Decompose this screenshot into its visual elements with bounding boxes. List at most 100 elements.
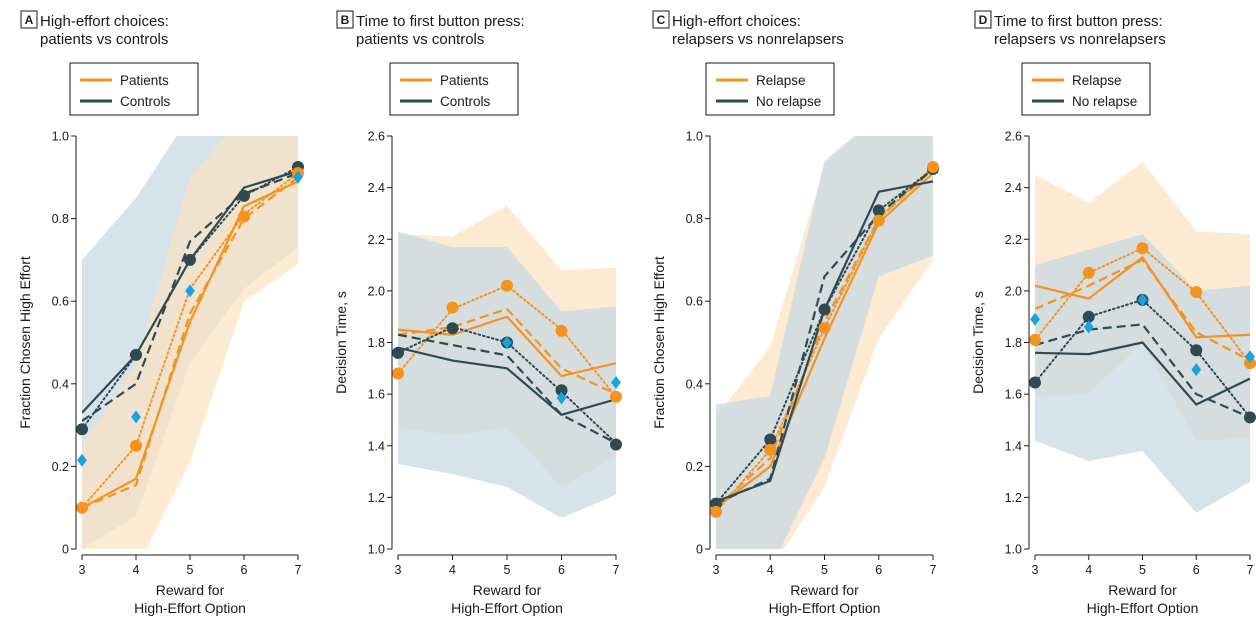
data-point-diamond (1191, 363, 1202, 377)
series-line-dark-dotted (82, 165, 298, 431)
y-tick-label: 1.4 (368, 439, 385, 453)
plot-area (716, 136, 933, 549)
data-point (76, 501, 88, 514)
panel-letter-box (652, 10, 670, 29)
x-tick-label: 4 (133, 563, 140, 577)
data-point (555, 324, 568, 337)
series-line-dark-dashed (398, 333, 616, 445)
data-point (1029, 333, 1041, 346)
plot-area (82, 136, 298, 549)
legend-label: Controls (440, 94, 491, 109)
data-point (76, 423, 88, 436)
data-point (764, 443, 777, 456)
data-point (238, 189, 250, 202)
y-tick-label: 1.4 (1005, 439, 1022, 453)
y-tick-label: 0.8 (686, 212, 703, 226)
x-tick-label: 7 (613, 563, 620, 577)
panel-a: A High-effort choices:patients vs control… (17, 10, 304, 616)
data-point (1190, 344, 1203, 357)
y-tick-label: 0.2 (52, 460, 69, 474)
x-axis-label: High-Effort Option (1087, 600, 1199, 616)
x-tick-label: 3 (395, 563, 402, 577)
y-tick-label: 1.2 (1005, 491, 1022, 505)
panel-letter: C (657, 13, 666, 27)
confidence-band (1035, 234, 1250, 513)
data-point-diamond (131, 410, 141, 424)
x-tick-label: 6 (1193, 563, 1200, 577)
panel-letter: A (25, 13, 34, 27)
y-tick-label: 2.2 (1005, 233, 1022, 247)
x-axis-label: Reward for (1108, 582, 1177, 598)
panel-letter: B (341, 13, 350, 27)
data-point (1190, 286, 1203, 299)
data-point (927, 160, 939, 173)
confidence-band (716, 136, 933, 549)
x-tick-label: 5 (187, 563, 194, 577)
series-line-orange-dashed (716, 168, 933, 509)
data-point (818, 303, 831, 316)
y-axis-label: Decision Time, s (970, 291, 986, 394)
series-line-orange-solid (398, 315, 616, 378)
panel-letter: D (979, 13, 988, 27)
data-point-diamond (293, 170, 303, 184)
data-point (392, 346, 404, 359)
series-line-orange-solid (1035, 256, 1250, 339)
series-line-orange-dashed (1035, 258, 1250, 362)
x-axis-label: Reward for (473, 582, 542, 598)
y-axis-label: Decision Time, s (333, 291, 349, 394)
data-point-diamond (1137, 293, 1148, 307)
x-tick-label: 4 (449, 563, 456, 577)
y-tick-label: 2.6 (368, 130, 385, 144)
data-point-diamond (502, 336, 512, 349)
data-point-diamond (1083, 320, 1094, 334)
legend-box (705, 62, 835, 116)
x-tick-label: 7 (295, 563, 302, 577)
data-point (1082, 266, 1095, 279)
y-tick-label: 1.0 (368, 543, 385, 557)
legend-label: Relapse (756, 73, 806, 88)
data-point (1244, 411, 1256, 424)
x-tick-label: 4 (1085, 563, 1092, 577)
series-line-orange-dashed (82, 176, 298, 509)
x-tick-label: 4 (767, 563, 774, 577)
y-tick-label: 1.8 (368, 336, 385, 350)
x-tick-label: 6 (558, 563, 565, 577)
y-tick-label: 1.0 (1005, 543, 1022, 557)
y-axis-label: Fraction Chosen High Effort (17, 256, 33, 429)
y-tick-label: 0.4 (686, 377, 703, 391)
data-point (446, 301, 459, 314)
x-axis-label: High-Effort Option (134, 600, 246, 616)
y-tick-label: 0.6 (52, 295, 69, 309)
data-point (710, 497, 722, 510)
panel-d: D Time to first button press:relapsers vs… (970, 10, 1256, 616)
data-point (392, 367, 404, 380)
x-tick-label: 6 (875, 563, 882, 577)
legend-box (389, 62, 519, 116)
x-tick-label: 5 (821, 563, 828, 577)
data-point-diamond (1030, 312, 1040, 326)
panel-letter-box (336, 10, 354, 29)
data-point (872, 214, 885, 227)
x-tick-label: 3 (713, 563, 720, 577)
data-point (818, 322, 831, 335)
x-axis-label: High-Effort Option (451, 600, 563, 616)
legend-label: No relapse (1072, 94, 1137, 109)
series-line-dark-solid (1035, 341, 1250, 406)
y-tick-label: 0 (696, 543, 703, 557)
series-line-dark-dashed (1035, 323, 1250, 419)
data-point (764, 433, 777, 446)
legend-box (1021, 62, 1151, 116)
series-line-dark-dashed (716, 168, 933, 505)
panel-b: B Time to first button press:patients vs … (333, 10, 622, 616)
series-line-orange-solid (82, 180, 298, 509)
panel-c: C High-effort choices:relapsers vs nonrel… (651, 10, 939, 616)
y-tick-label: 0.2 (686, 460, 703, 474)
plot-area (1035, 161, 1250, 513)
x-tick-label: 3 (79, 563, 86, 577)
legend-label: Relapse (1072, 73, 1122, 88)
data-point-diamond (611, 376, 621, 390)
y-tick-label: 1.0 (686, 130, 703, 144)
y-tick-label: 1.6 (368, 388, 385, 402)
data-point-diamond (77, 453, 87, 467)
panel-letter-box (20, 10, 38, 29)
